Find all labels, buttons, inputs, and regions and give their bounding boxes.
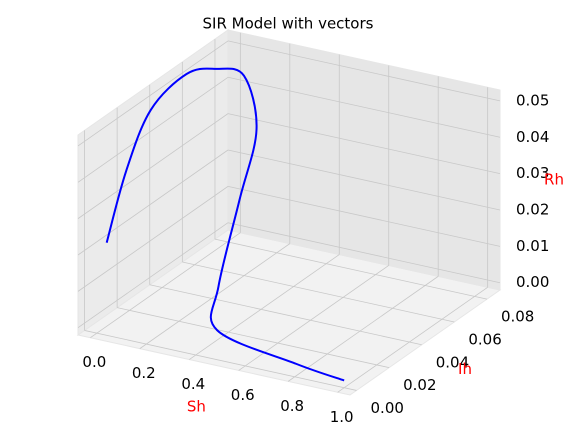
grid-line xyxy=(77,76,229,183)
grid-line xyxy=(139,243,291,349)
z-tick-label: 0.01 xyxy=(516,237,549,255)
y-tick-label: 0.08 xyxy=(501,308,534,326)
line xyxy=(105,67,345,382)
x-tick-label: 1.0 xyxy=(330,408,354,426)
y-axis-label: Ih xyxy=(458,360,472,378)
z-tick-label: 0.05 xyxy=(516,91,549,109)
grid-line xyxy=(227,76,501,138)
y-tick-label: 0.04 xyxy=(436,353,469,371)
grid-line xyxy=(182,261,455,323)
x-tick-label: 0.0 xyxy=(82,353,106,371)
x-tick-label: 0.4 xyxy=(181,375,205,393)
grid-line xyxy=(149,284,422,346)
grid-line xyxy=(227,149,501,211)
y-tick-label: 0.00 xyxy=(371,399,404,417)
grid-line xyxy=(77,186,229,292)
grid-line xyxy=(77,222,229,329)
z-tick-label: 0.04 xyxy=(516,128,549,146)
grid-line xyxy=(227,222,501,284)
grid-line xyxy=(77,40,229,147)
chart-title: SIR Model with vectors xyxy=(203,15,374,33)
z-tick-label: 0.03 xyxy=(516,164,549,182)
grid-line xyxy=(214,238,488,300)
z-axis-label: Rh xyxy=(544,171,564,189)
x-tick-label: 0.8 xyxy=(280,397,304,415)
grid-line xyxy=(77,113,229,219)
grid-line xyxy=(90,232,241,339)
grid-line xyxy=(77,149,229,256)
x-tick-label: 0.2 xyxy=(132,364,156,382)
grid-line xyxy=(227,40,501,102)
grid-line xyxy=(287,276,439,382)
back-pane xyxy=(227,29,501,291)
y-tick-label: 0.02 xyxy=(403,376,436,394)
x-axis-label: Sh xyxy=(187,398,206,416)
grid-line xyxy=(227,185,501,247)
grid-line xyxy=(117,307,390,368)
grid-line xyxy=(189,254,340,360)
y-tick-label: 0.06 xyxy=(468,330,501,348)
grid-line xyxy=(337,286,488,393)
z-tick-label: 0.02 xyxy=(516,201,549,219)
grid-line xyxy=(227,113,501,175)
x-tick-label: 0.6 xyxy=(231,386,255,404)
grid-line xyxy=(84,330,357,391)
z-tick-label: 0.00 xyxy=(516,273,549,291)
